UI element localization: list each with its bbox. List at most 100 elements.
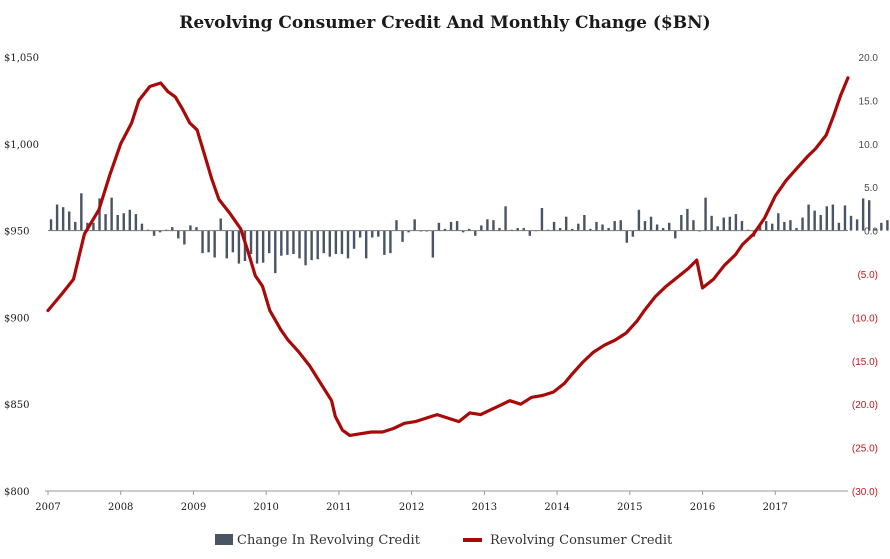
bar <box>589 228 592 231</box>
legend-label-line: Revolving Consumer Credit <box>490 533 673 548</box>
bar <box>619 220 622 231</box>
x-tick-label: 2014 <box>544 502 569 513</box>
bar <box>183 230 186 245</box>
bar <box>722 217 725 231</box>
bar <box>783 221 786 231</box>
bar <box>249 230 253 255</box>
bar <box>740 221 744 231</box>
bar <box>171 227 174 231</box>
bar <box>880 222 883 231</box>
bar <box>116 214 119 231</box>
bar <box>383 230 386 255</box>
bar <box>649 216 653 231</box>
bar <box>322 230 325 254</box>
bar <box>855 219 859 231</box>
legend: Change In Revolving Credit Revolving Con… <box>215 533 673 548</box>
bar <box>201 230 204 254</box>
bar <box>637 209 641 231</box>
bar <box>68 211 71 231</box>
bar <box>219 218 222 231</box>
right-axis-ticks: 20.0 15.0 10.0 5.0 0.0 (5.0) (10.0) (15.0) (20.0… <box>852 53 879 498</box>
bar <box>61 207 65 231</box>
right-tick-label: (30.0) <box>852 487 878 498</box>
bar <box>443 228 447 231</box>
bar <box>304 230 307 266</box>
bar <box>771 223 774 231</box>
bar <box>298 230 301 259</box>
bar <box>255 230 259 264</box>
bar <box>268 230 271 254</box>
right-tick-label: 20.0 <box>859 53 879 64</box>
bar <box>680 214 683 231</box>
bar <box>346 230 350 259</box>
bar <box>334 230 338 255</box>
bar <box>522 228 525 231</box>
bar <box>837 222 841 231</box>
bar <box>134 214 138 231</box>
bar <box>128 209 132 231</box>
bar <box>607 228 610 231</box>
bar <box>401 230 404 242</box>
chart-title: Revolving Consumer Credit And Monthly Ch… <box>179 13 710 33</box>
right-tick-label: (15.0) <box>852 357 878 368</box>
bar <box>655 224 659 231</box>
bar <box>861 198 865 231</box>
bar <box>461 230 465 233</box>
bar <box>437 222 441 231</box>
bar <box>571 228 574 231</box>
bar <box>480 225 483 231</box>
left-tick-label: $800 <box>4 487 29 498</box>
bar <box>474 230 477 236</box>
bar <box>661 228 665 231</box>
bar <box>49 219 53 231</box>
bar <box>558 228 562 231</box>
bar <box>177 230 180 239</box>
bar <box>819 214 822 231</box>
bar <box>813 210 816 231</box>
bar <box>498 228 501 231</box>
bar <box>643 221 647 231</box>
right-tick-label: (20.0) <box>852 400 878 411</box>
left-tick-label: $1,000 <box>4 140 39 151</box>
left-tick-label: $1,050 <box>4 53 39 64</box>
x-tick-label: 2008 <box>108 502 133 513</box>
left-tick-label: $900 <box>4 313 29 324</box>
x-tick-label: 2016 <box>690 502 715 513</box>
bar <box>807 204 810 231</box>
legend-label-bar: Change In Revolving Credit <box>237 533 421 548</box>
bar <box>286 230 289 255</box>
bar <box>189 225 192 231</box>
bar <box>468 228 471 231</box>
bar <box>340 230 344 255</box>
x-tick-label: 2015 <box>617 502 642 513</box>
series-line-revolving-consumer-credit <box>46 76 850 437</box>
bar <box>328 230 332 257</box>
bar <box>843 205 847 231</box>
bar <box>237 230 241 264</box>
bar <box>364 230 368 259</box>
bar <box>122 213 125 231</box>
bar <box>310 230 313 261</box>
x-tick-label: 2011 <box>326 502 351 513</box>
bar <box>777 213 780 231</box>
bar <box>377 230 380 237</box>
bar <box>152 230 156 236</box>
bar <box>831 204 835 231</box>
bar <box>583 214 586 231</box>
bar <box>728 216 732 231</box>
bar <box>158 230 162 233</box>
x-tick-label: 2009 <box>181 502 206 513</box>
bar <box>692 220 695 231</box>
x-tick-label: 2012 <box>399 502 424 513</box>
bar <box>55 204 59 231</box>
bar <box>316 230 319 260</box>
bars-layer <box>48 193 889 274</box>
bar <box>540 208 544 231</box>
bar <box>601 224 604 231</box>
bar <box>625 230 628 243</box>
x-axis-ticks: 2007 2008 2009 2010 2011 2012 2013 2014 2015 2016… <box>35 491 788 513</box>
bar <box>874 228 877 231</box>
bar <box>231 230 235 253</box>
x-tick-label: 2017 <box>763 502 788 513</box>
